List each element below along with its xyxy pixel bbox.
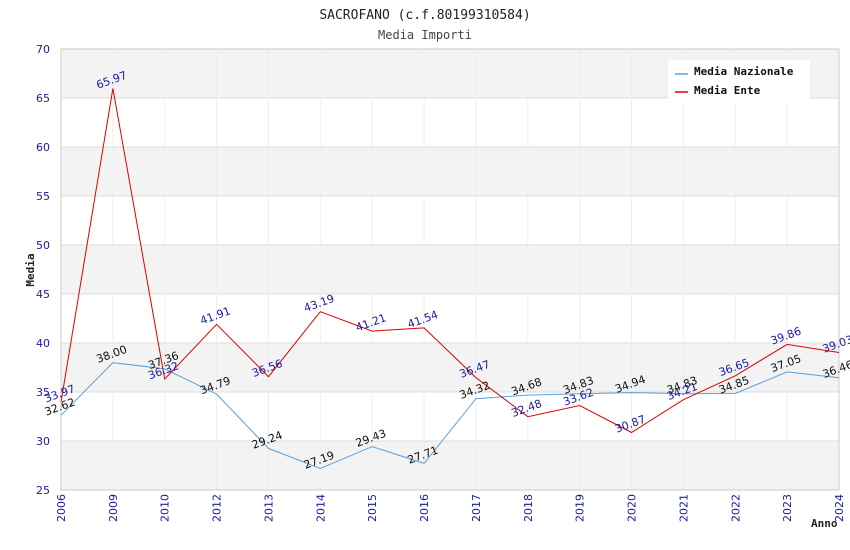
x-tick-label: 2018	[522, 494, 535, 522]
plot-band	[61, 196, 839, 245]
grid-lines	[60, 48, 840, 491]
x-tick-label: 2022	[729, 494, 742, 522]
x-tick-label: 2014	[314, 494, 327, 522]
series-lines	[60, 88, 840, 470]
y-tick-label: 40	[36, 337, 50, 350]
legend-label-ente: Media Ente	[694, 84, 761, 97]
legend: Media Nazionale Media Ente	[668, 60, 810, 102]
plot-band	[61, 147, 839, 196]
x-tick-label: 2006	[55, 494, 68, 522]
x-tick-label: 2023	[781, 494, 794, 522]
y-tick-label: 55	[36, 190, 50, 203]
y-tick-label: 65	[36, 92, 50, 105]
x-axis-ticks: 2006 2009 2010 2012 2013 2014 2015 2016 2017 2018…	[55, 494, 846, 522]
y-tick-label: 70	[36, 43, 50, 56]
x-tick-label: 2024	[833, 494, 846, 522]
x-tick-label: 2013	[262, 494, 275, 522]
chart-title: SACROFANO (c.f.80199310584)	[319, 8, 530, 23]
plot-band	[61, 392, 839, 441]
plot-band	[61, 245, 839, 294]
plot-band	[61, 441, 839, 490]
y-tick-label: 60	[36, 141, 50, 154]
y-tick-label: 30	[36, 435, 50, 448]
y-axis-ticks: 25 30 35 40 45 50 55 60 65 70	[36, 43, 50, 497]
legend-label-nazionale: Media Nazionale	[694, 65, 794, 78]
legend-box	[668, 60, 810, 102]
x-tick-label: 2010	[159, 494, 172, 522]
y-tick-label: 35	[36, 386, 50, 399]
plot-bands	[61, 49, 839, 490]
plot-frame	[60, 48, 840, 491]
x-tick-label: 2015	[366, 494, 379, 522]
plot-band	[61, 294, 839, 343]
chart-subtitle: Media Importi	[378, 28, 472, 42]
x-tick-label: 2021	[677, 494, 690, 522]
y-tick-label: 25	[36, 484, 50, 497]
series-line-ente	[60, 88, 840, 434]
x-axis-label: Anno	[811, 517, 838, 530]
y-tick-label: 45	[36, 288, 50, 301]
x-tick-label: 2016	[418, 494, 431, 522]
x-tick-label: 2019	[574, 494, 587, 522]
y-axis-label: Media	[24, 253, 37, 286]
series-line-nazionale	[60, 362, 840, 470]
x-tick-label: 2012	[211, 494, 224, 522]
x-tick-label: 2017	[470, 494, 483, 522]
plot-band	[61, 98, 839, 147]
x-tick-label: 2020	[626, 494, 639, 522]
y-tick-label: 50	[36, 239, 50, 252]
x-tick-label: 2009	[107, 494, 120, 522]
